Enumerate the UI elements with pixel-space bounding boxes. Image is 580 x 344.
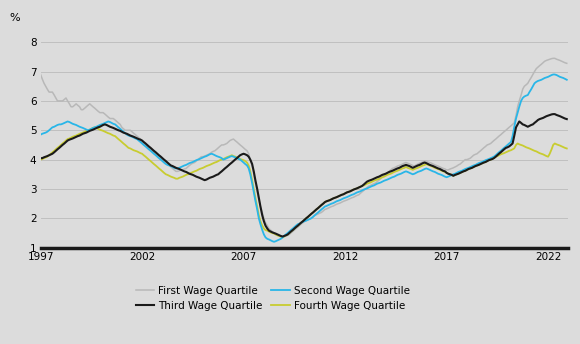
Fourth Wage Quartile [325,198,332,203]
Third Wage Quartile [37,156,44,160]
Third Wage Quartile [279,235,286,239]
Fourth Wage Quartile [279,235,286,239]
First Wage Quartile [550,56,557,61]
Third Wage Quartile [66,138,73,142]
Fourth Wage Quartile [168,174,175,179]
First Wage Quartile [238,144,245,149]
Fourth Wage Quartile [91,125,98,129]
First Wage Quartile [371,182,378,186]
Second Wage Quartile [238,159,245,163]
Fourth Wage Quartile [37,158,44,162]
Third Wage Quartile [238,152,245,157]
First Wage Quartile [166,163,173,168]
Second Wage Quartile [371,183,378,187]
Second Wage Quartile [563,78,570,82]
Second Wage Quartile [271,240,278,244]
Second Wage Quartile [164,163,171,167]
Third Wage Quartile [164,161,171,165]
First Wage Quartile [563,61,570,65]
Line: Third Wage Quartile: Third Wage Quartile [41,114,567,237]
Fourth Wage Quartile [240,158,247,162]
Third Wage Quartile [371,176,378,181]
Line: Second Wage Quartile: Second Wage Quartile [41,75,567,242]
Fourth Wage Quartile [372,178,379,182]
Third Wage Quartile [563,117,570,121]
Third Wage Quartile [550,112,557,116]
Second Wage Quartile [37,132,44,137]
Y-axis label: %: % [9,13,20,23]
Third Wage Quartile [323,199,330,203]
Fourth Wage Quartile [166,174,173,178]
First Wage Quartile [279,235,286,239]
Line: Fourth Wage Quartile: Fourth Wage Quartile [41,127,567,237]
Fourth Wage Quartile [66,137,73,141]
First Wage Quartile [164,162,171,166]
Line: First Wage Quartile: First Wage Quartile [41,58,567,237]
First Wage Quartile [323,207,330,211]
Second Wage Quartile [66,120,73,124]
Second Wage Quartile [323,204,330,208]
Fourth Wage Quartile [563,147,570,151]
First Wage Quartile [66,102,73,106]
Third Wage Quartile [166,162,173,166]
Legend: First Wage Quartile, Third Wage Quartile, Second Wage Quartile, Fourth Wage Quar: First Wage Quartile, Third Wage Quartile… [136,286,410,311]
First Wage Quartile [37,73,44,77]
Second Wage Quartile [550,73,557,77]
Second Wage Quartile [166,163,173,168]
